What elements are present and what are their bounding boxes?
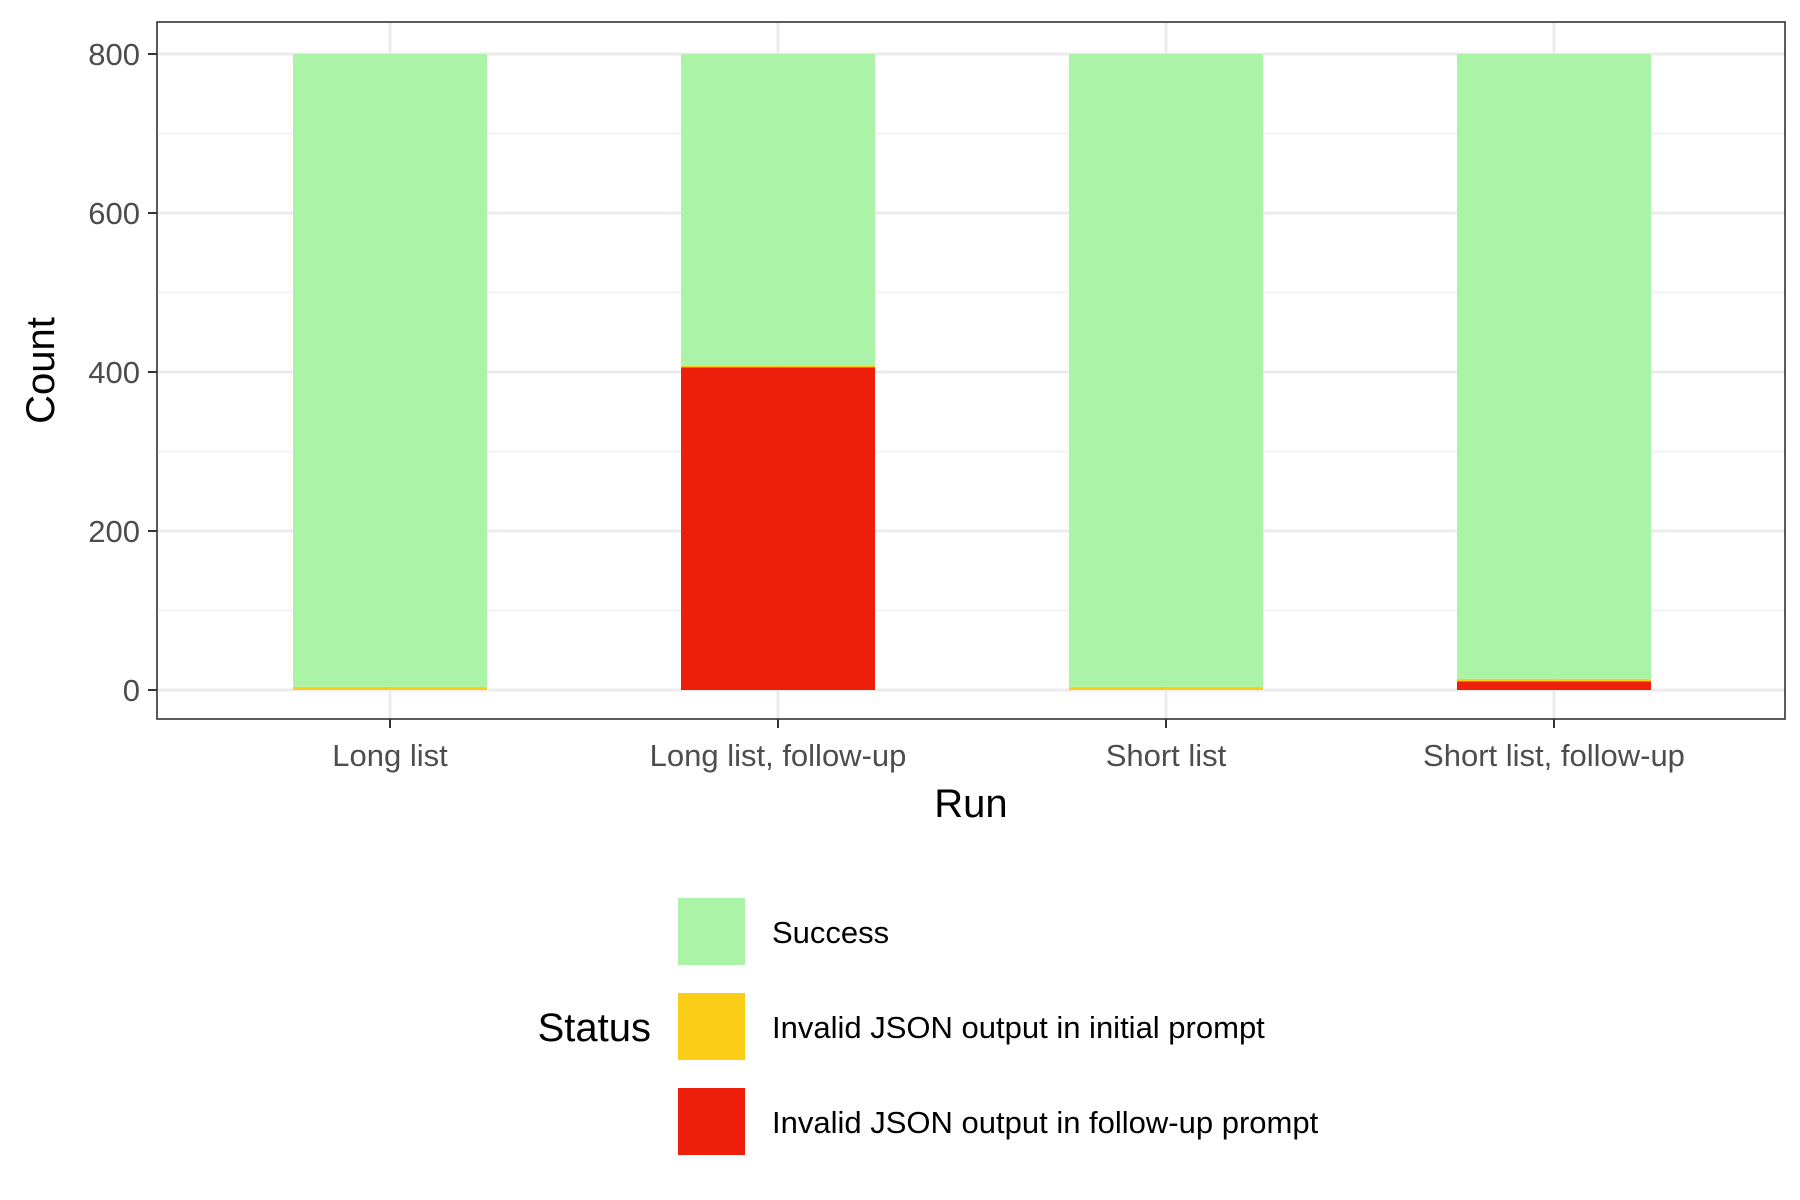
y-axis-title: Count: [19, 317, 63, 424]
y-tick-label: 0: [123, 673, 140, 708]
y-tick-label: 400: [88, 355, 140, 390]
bar-segment: [1457, 678, 1651, 682]
x-tick-label: Long list, follow-up: [650, 738, 907, 773]
bar-segment: [1069, 54, 1263, 687]
bar-segment: [1457, 54, 1651, 679]
y-axis: 0 200 400 600 800: [88, 37, 157, 708]
bars-group: [293, 54, 1651, 690]
bar-segment: [681, 54, 875, 366]
x-tick-label: Short list: [1106, 738, 1227, 773]
legend-label: Invalid JSON output in initial prompt: [772, 1010, 1265, 1045]
legend: Status Success Invalid JSON output in ini…: [538, 898, 1319, 1155]
bar-segment: [293, 686, 487, 690]
bar-segment: [681, 367, 875, 690]
legend-label: Invalid JSON output in follow-up prompt: [772, 1105, 1319, 1140]
legend-key: [678, 1088, 745, 1155]
legend-title: Status: [538, 1006, 651, 1050]
bar-segment: [293, 54, 487, 687]
x-axis-title: Run: [934, 782, 1007, 826]
x-axis: Long list Long list, follow-up Short list S…: [332, 719, 1685, 773]
x-tick-label: Long list: [332, 738, 448, 773]
y-tick-label: 200: [88, 514, 140, 549]
legend-key: [678, 993, 745, 1060]
legend-key: [678, 898, 745, 965]
y-tick-label: 600: [88, 196, 140, 231]
x-tick-label: Short list, follow-up: [1423, 738, 1685, 773]
y-tick-label: 800: [88, 37, 140, 72]
legend-label: Success: [772, 915, 889, 950]
bar-segment: [1069, 686, 1263, 690]
panel-border: [156, 21, 1786, 720]
bar-segment: [1457, 681, 1651, 690]
bar-segment: [681, 365, 875, 368]
